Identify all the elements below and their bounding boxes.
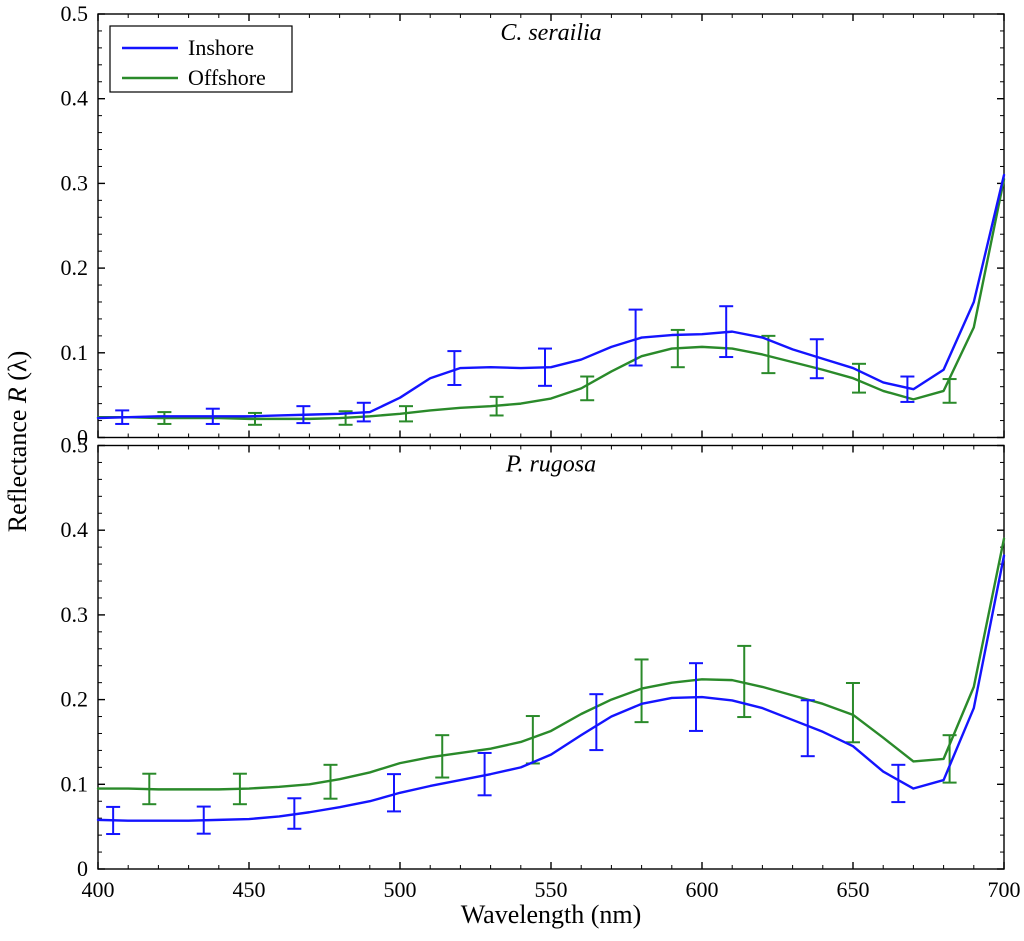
series-inshore-line (98, 175, 1004, 418)
y-tick-label: 0.1 (61, 771, 89, 796)
y-tick-label: 0.3 (61, 170, 89, 195)
series-inshore-line (98, 556, 1004, 821)
x-tick-label: 500 (384, 877, 417, 902)
y-tick-label: 0.3 (61, 602, 89, 627)
panel-title: P. rugosa (505, 452, 596, 478)
legend-label: Offshore (188, 65, 266, 90)
y-tick-label: 0.4 (61, 86, 89, 111)
x-tick-label: 650 (837, 877, 870, 902)
panel-0: 00.10.20.30.40.5C. serailiaInshoreOffsho… (61, 1, 1005, 450)
y-axis-label: Reflectance R (λ) (3, 351, 32, 533)
y-tick-label: 0.5 (61, 433, 89, 458)
series-offshore-line (98, 539, 1004, 790)
y-tick-label: 0.5 (61, 1, 89, 26)
x-tick-label: 450 (233, 877, 266, 902)
legend-label: Inshore (188, 35, 254, 60)
x-tick-label: 400 (82, 877, 115, 902)
legend: Inshore Offshore (110, 26, 292, 92)
y-tick-label: 0.1 (61, 340, 89, 365)
panel-title: C. serailia (500, 20, 601, 46)
y-tick-label: 0.2 (61, 255, 89, 280)
x-tick-label: 700 (988, 877, 1021, 902)
y-tick-label: 0.2 (61, 687, 89, 712)
x-axis-label: Wavelength (nm) (461, 900, 642, 929)
panel-1: 00.10.20.30.40.5400450500550600650700P. … (61, 433, 1021, 903)
reflectance-chart: Reflectance R (λ)00.10.20.30.40.5C. sera… (0, 0, 1024, 941)
x-tick-label: 550 (535, 877, 568, 902)
x-tick-label: 600 (686, 877, 719, 902)
y-tick-label: 0.4 (61, 517, 89, 542)
series-offshore-line (98, 179, 1004, 419)
